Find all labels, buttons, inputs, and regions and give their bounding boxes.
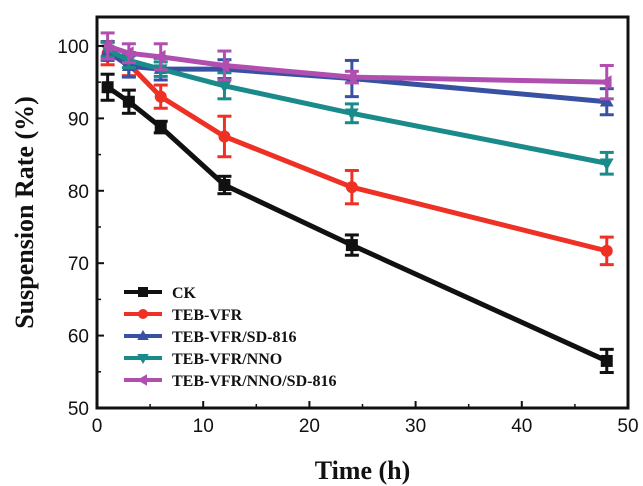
- data-point: [100, 39, 113, 53]
- data-point: [154, 121, 167, 134]
- data-point: [344, 108, 359, 121]
- legend-label: CK: [172, 285, 197, 302]
- x-axis-title: Time (h): [315, 456, 411, 485]
- legend-label: TEB-VFR/NNO/SD-816: [172, 373, 336, 390]
- legend-marker: [137, 330, 149, 340]
- legend-label: TEB-VFR/SD-816: [172, 329, 296, 346]
- data-point: [345, 239, 358, 252]
- data-point: [218, 178, 231, 191]
- series-teb-vfr-nno-sd-816: [100, 31, 614, 101]
- legend-label: TEB-VFR/NNO: [172, 351, 282, 368]
- y-tick-label: 70: [68, 254, 89, 275]
- data-point: [600, 354, 613, 367]
- data-point: [122, 95, 135, 108]
- x-tick-label: 10: [193, 416, 214, 437]
- y-tick-label: 80: [68, 182, 89, 203]
- x-tick-label: 30: [405, 416, 426, 437]
- data-point: [599, 158, 614, 171]
- x-tick-label: 20: [299, 416, 320, 437]
- legend-label: TEB-VFR: [172, 307, 243, 324]
- data-point: [344, 70, 357, 84]
- legend-marker: [137, 354, 149, 364]
- data-point: [121, 46, 134, 61]
- data-point: [599, 94, 614, 107]
- legend-marker: [138, 287, 148, 297]
- plot-layer: [100, 31, 614, 375]
- data-point: [217, 80, 232, 93]
- y-tick-label: 50: [68, 399, 89, 420]
- series-ck: [100, 72, 614, 375]
- x-tick-label: 50: [617, 416, 638, 437]
- legend-marker: [138, 309, 148, 319]
- data-point: [218, 130, 231, 143]
- x-tick-label: 0: [92, 416, 103, 437]
- tick-layer: 0 10 20 30 40 50 50 60 70 80 90 100: [57, 37, 638, 437]
- legend: CK TEB-VFR TEB-VFR/SD-816 TEB-VFR/NNO TEB-VF…: [124, 285, 336, 390]
- x-tick-label: 40: [511, 416, 532, 437]
- y-tick-label: 60: [68, 327, 89, 348]
- data-point: [599, 75, 612, 90]
- data-point: [600, 244, 613, 257]
- data-point: [101, 81, 114, 94]
- data-point: [154, 90, 167, 103]
- y-tick-label: 100: [57, 37, 89, 58]
- data-point: [153, 49, 166, 64]
- data-point: [345, 181, 358, 194]
- data-point: [217, 58, 230, 73]
- legend-marker: [137, 374, 147, 386]
- y-axis-title: Suspension Rate (%): [10, 96, 39, 329]
- y-tick-label: 90: [68, 109, 89, 130]
